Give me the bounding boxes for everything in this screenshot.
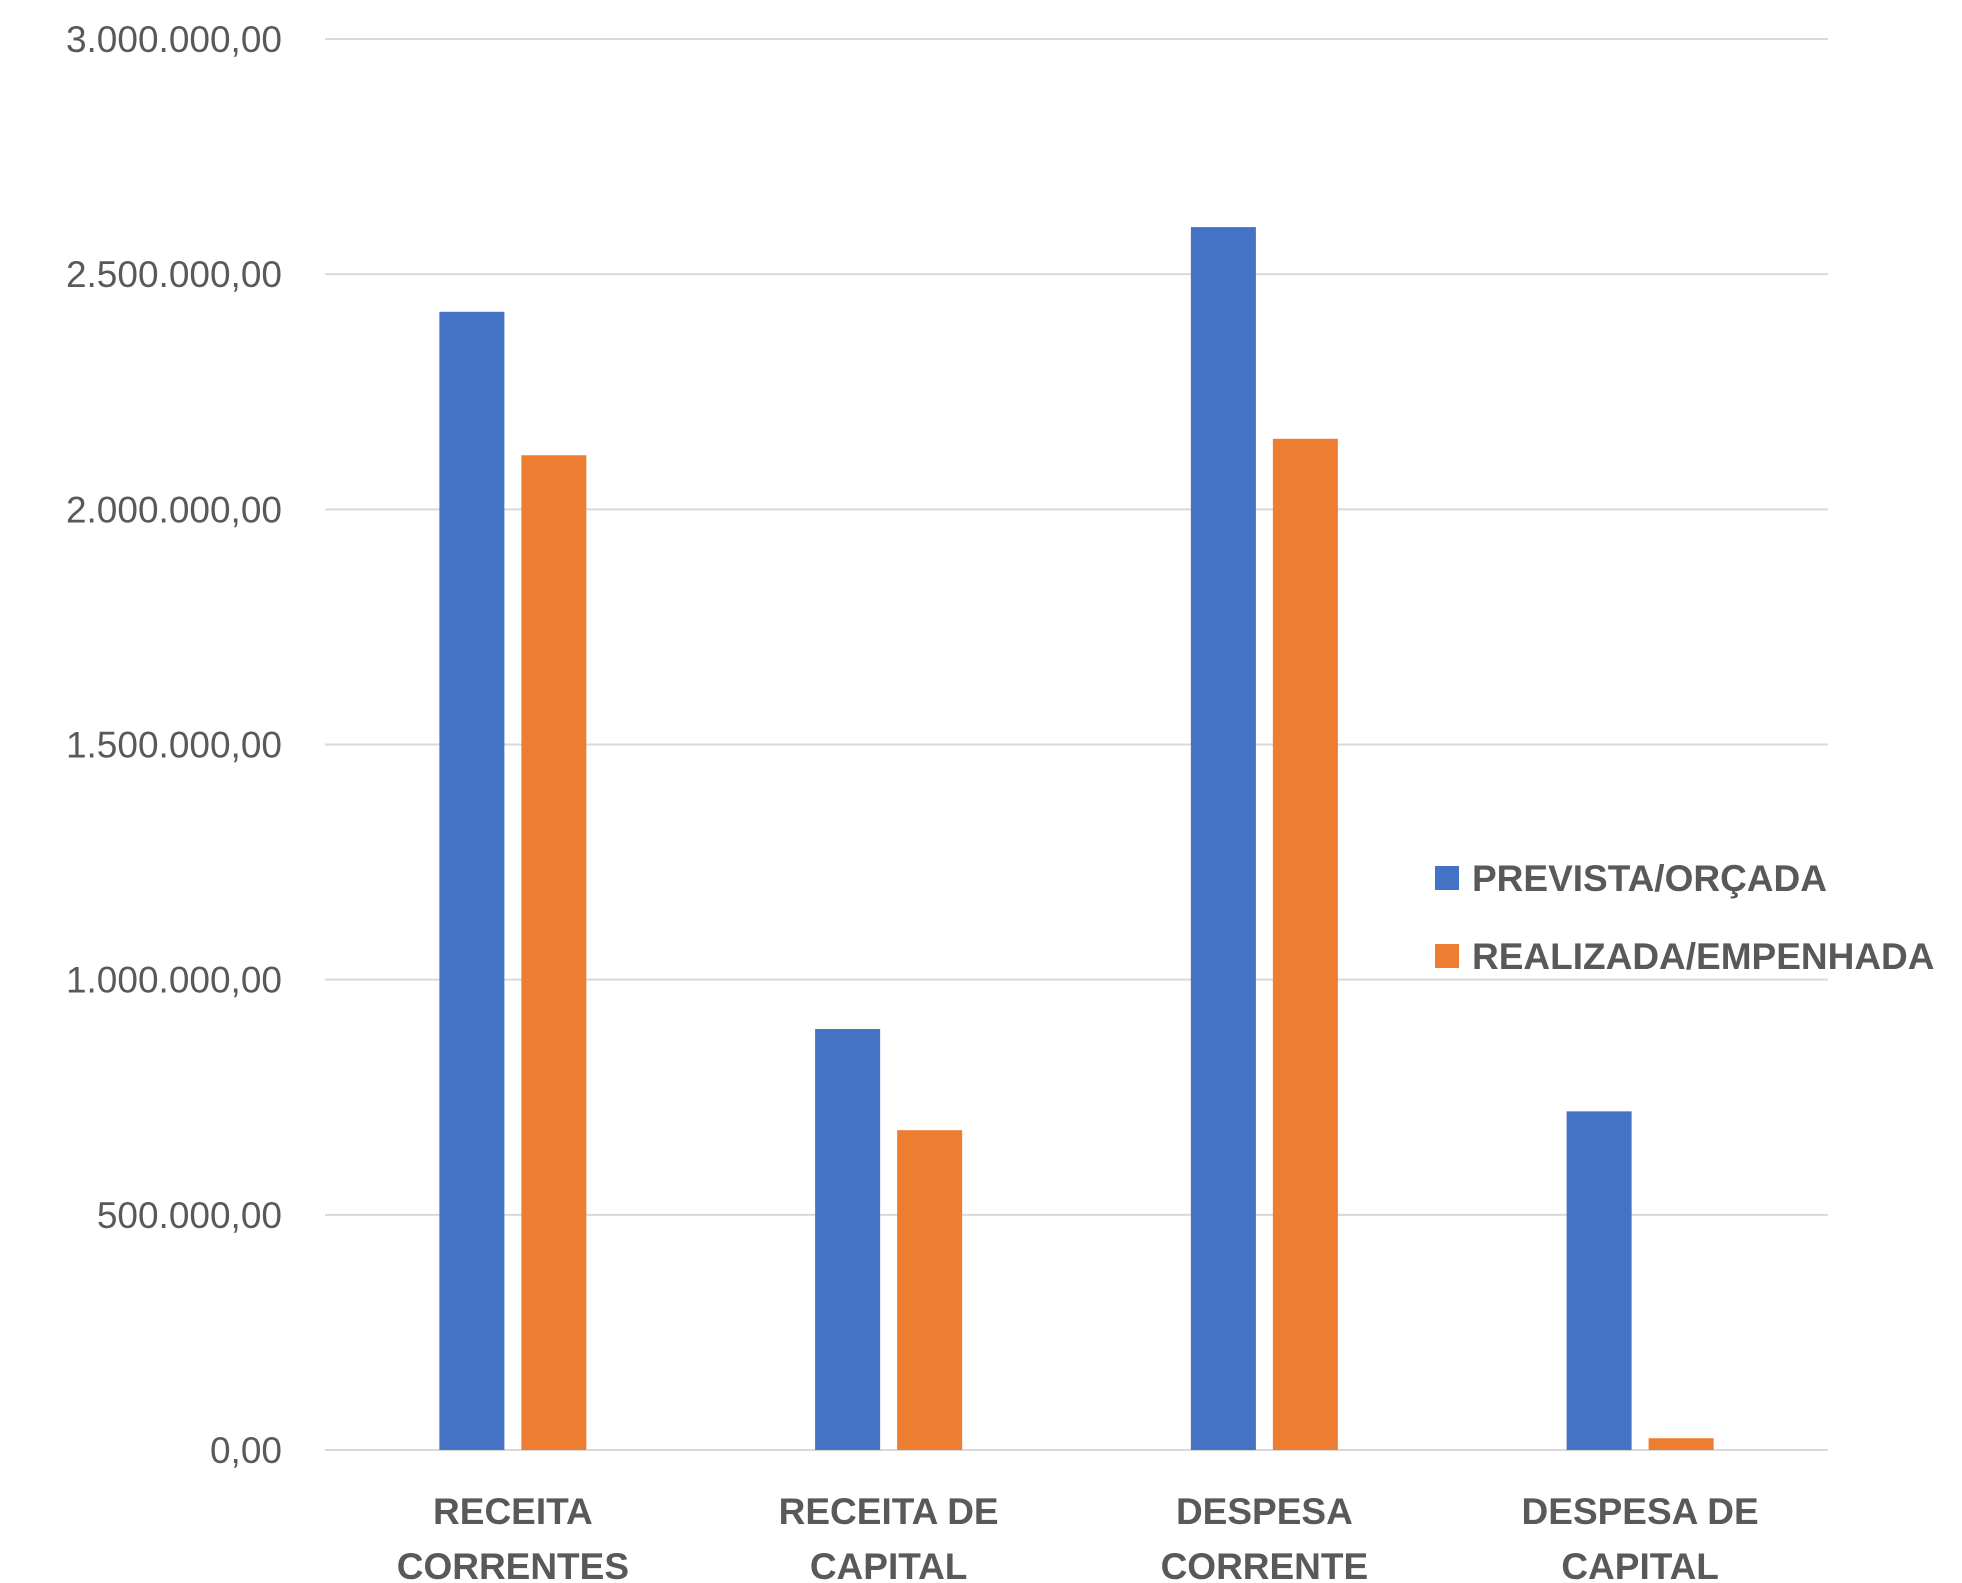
legend-label: REALIZADA/EMPENHADA xyxy=(1472,936,1935,977)
legend-swatch xyxy=(1435,944,1459,968)
category-label: RECEITA DE xyxy=(779,1491,999,1532)
legend-swatch xyxy=(1435,866,1459,890)
bar-realizada xyxy=(1272,438,1338,1450)
category-label: DESPESA xyxy=(1176,1491,1353,1532)
category-label: CORRENTE xyxy=(1161,1546,1369,1583)
y-tick-label: 2.000.000,00 xyxy=(66,489,282,530)
bar-realizada xyxy=(897,1130,963,1450)
category-label: CAPITAL xyxy=(1561,1546,1719,1583)
bar-prevista xyxy=(815,1029,881,1450)
bar-prevista xyxy=(1190,227,1256,1451)
category-label: RECEITA xyxy=(433,1491,593,1532)
bar-realizada xyxy=(521,455,587,1450)
x-axis-category-labels: RECEITA CORRENTES RECEITA DE CAPITAL DESPESA… xyxy=(397,1491,1759,1583)
legend: PREVISTA/ORÇADA REALIZADA/EMPENHADA xyxy=(1435,858,1935,977)
bar-prevista xyxy=(1566,1111,1632,1450)
y-tick-label: 2.500.000,00 xyxy=(66,254,282,295)
y-tick-label: 0,00 xyxy=(210,1430,282,1471)
bar-realizada xyxy=(1648,1438,1714,1450)
category-label: DESPESA DE xyxy=(1522,1491,1759,1532)
category-label: CAPITAL xyxy=(810,1546,968,1583)
y-tick-label: 500.000,00 xyxy=(97,1195,282,1236)
y-tick-label: 1.000.000,00 xyxy=(66,960,282,1001)
category-label: CORRENTES xyxy=(397,1546,629,1583)
bars xyxy=(439,227,1714,1451)
y-tick-label: 3.000.000,00 xyxy=(66,19,282,60)
y-tick-label: 1.500.000,00 xyxy=(66,725,282,766)
bar-prevista xyxy=(439,311,505,1450)
y-axis-tick-labels: 0,00 500.000,00 1.000.000,00 1.500.000,00 2.… xyxy=(66,19,282,1471)
legend-label: PREVISTA/ORÇADA xyxy=(1472,858,1827,899)
